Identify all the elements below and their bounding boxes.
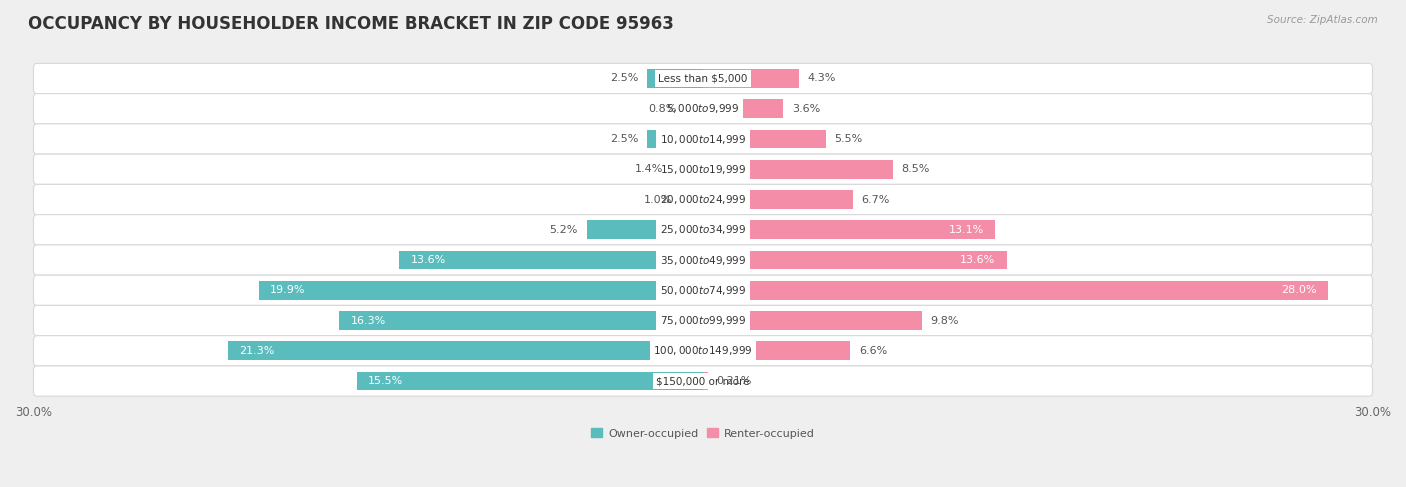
Text: 1.4%: 1.4%	[634, 164, 662, 174]
Text: 28.0%: 28.0%	[1281, 285, 1316, 295]
Text: $10,000 to $14,999: $10,000 to $14,999	[659, 132, 747, 146]
Text: $15,000 to $19,999: $15,000 to $19,999	[659, 163, 747, 176]
Bar	[399, 251, 703, 269]
Bar	[703, 130, 825, 149]
Bar	[703, 160, 893, 179]
Text: 3.6%: 3.6%	[792, 104, 821, 114]
Text: 1.0%: 1.0%	[644, 194, 672, 205]
Text: 0.21%: 0.21%	[717, 376, 752, 386]
FancyBboxPatch shape	[34, 63, 1372, 94]
Text: 6.7%: 6.7%	[862, 194, 890, 205]
FancyBboxPatch shape	[34, 215, 1372, 245]
Bar	[703, 372, 707, 391]
Text: $25,000 to $34,999: $25,000 to $34,999	[659, 223, 747, 236]
Text: 5.5%: 5.5%	[835, 134, 863, 144]
Text: 13.1%: 13.1%	[949, 225, 984, 235]
Text: 9.8%: 9.8%	[931, 316, 959, 325]
Text: Source: ZipAtlas.com: Source: ZipAtlas.com	[1267, 15, 1378, 25]
Bar	[681, 190, 703, 209]
Text: 19.9%: 19.9%	[270, 285, 305, 295]
Text: 6.6%: 6.6%	[859, 346, 887, 356]
Text: 0.8%: 0.8%	[648, 104, 676, 114]
FancyBboxPatch shape	[34, 185, 1372, 215]
Legend: Owner-occupied, Renter-occupied: Owner-occupied, Renter-occupied	[586, 424, 820, 443]
Text: 13.6%: 13.6%	[960, 255, 995, 265]
Text: $150,000 or more: $150,000 or more	[657, 376, 749, 386]
Text: $50,000 to $74,999: $50,000 to $74,999	[659, 284, 747, 297]
Bar	[703, 341, 851, 360]
Bar	[259, 281, 703, 300]
Text: 16.3%: 16.3%	[350, 316, 385, 325]
Text: Less than $5,000: Less than $5,000	[658, 74, 748, 83]
Text: $5,000 to $9,999: $5,000 to $9,999	[666, 102, 740, 115]
FancyBboxPatch shape	[34, 94, 1372, 124]
Text: $75,000 to $99,999: $75,000 to $99,999	[659, 314, 747, 327]
FancyBboxPatch shape	[34, 366, 1372, 396]
Text: 5.2%: 5.2%	[550, 225, 578, 235]
Bar	[703, 221, 995, 239]
Bar	[228, 341, 703, 360]
Bar	[339, 311, 703, 330]
FancyBboxPatch shape	[34, 275, 1372, 305]
Bar	[703, 190, 852, 209]
FancyBboxPatch shape	[34, 305, 1372, 336]
Text: 2.5%: 2.5%	[610, 74, 638, 83]
Text: 8.5%: 8.5%	[901, 164, 929, 174]
Bar	[703, 251, 1007, 269]
Text: $35,000 to $49,999: $35,000 to $49,999	[659, 254, 747, 266]
FancyBboxPatch shape	[34, 124, 1372, 154]
FancyBboxPatch shape	[34, 154, 1372, 185]
FancyBboxPatch shape	[34, 336, 1372, 366]
Bar	[647, 69, 703, 88]
Bar	[586, 221, 703, 239]
FancyBboxPatch shape	[34, 245, 1372, 275]
Text: $100,000 to $149,999: $100,000 to $149,999	[654, 344, 752, 357]
Bar	[703, 69, 799, 88]
Bar	[357, 372, 703, 391]
Text: 13.6%: 13.6%	[411, 255, 446, 265]
Text: 21.3%: 21.3%	[239, 346, 274, 356]
Bar	[703, 99, 783, 118]
Bar	[685, 99, 703, 118]
Bar	[703, 311, 922, 330]
Bar	[703, 281, 1327, 300]
Bar	[647, 130, 703, 149]
Text: OCCUPANCY BY HOUSEHOLDER INCOME BRACKET IN ZIP CODE 95963: OCCUPANCY BY HOUSEHOLDER INCOME BRACKET …	[28, 15, 673, 33]
Text: $20,000 to $24,999: $20,000 to $24,999	[659, 193, 747, 206]
Text: 4.3%: 4.3%	[808, 74, 837, 83]
Bar	[672, 160, 703, 179]
Text: 2.5%: 2.5%	[610, 134, 638, 144]
Text: 15.5%: 15.5%	[368, 376, 404, 386]
